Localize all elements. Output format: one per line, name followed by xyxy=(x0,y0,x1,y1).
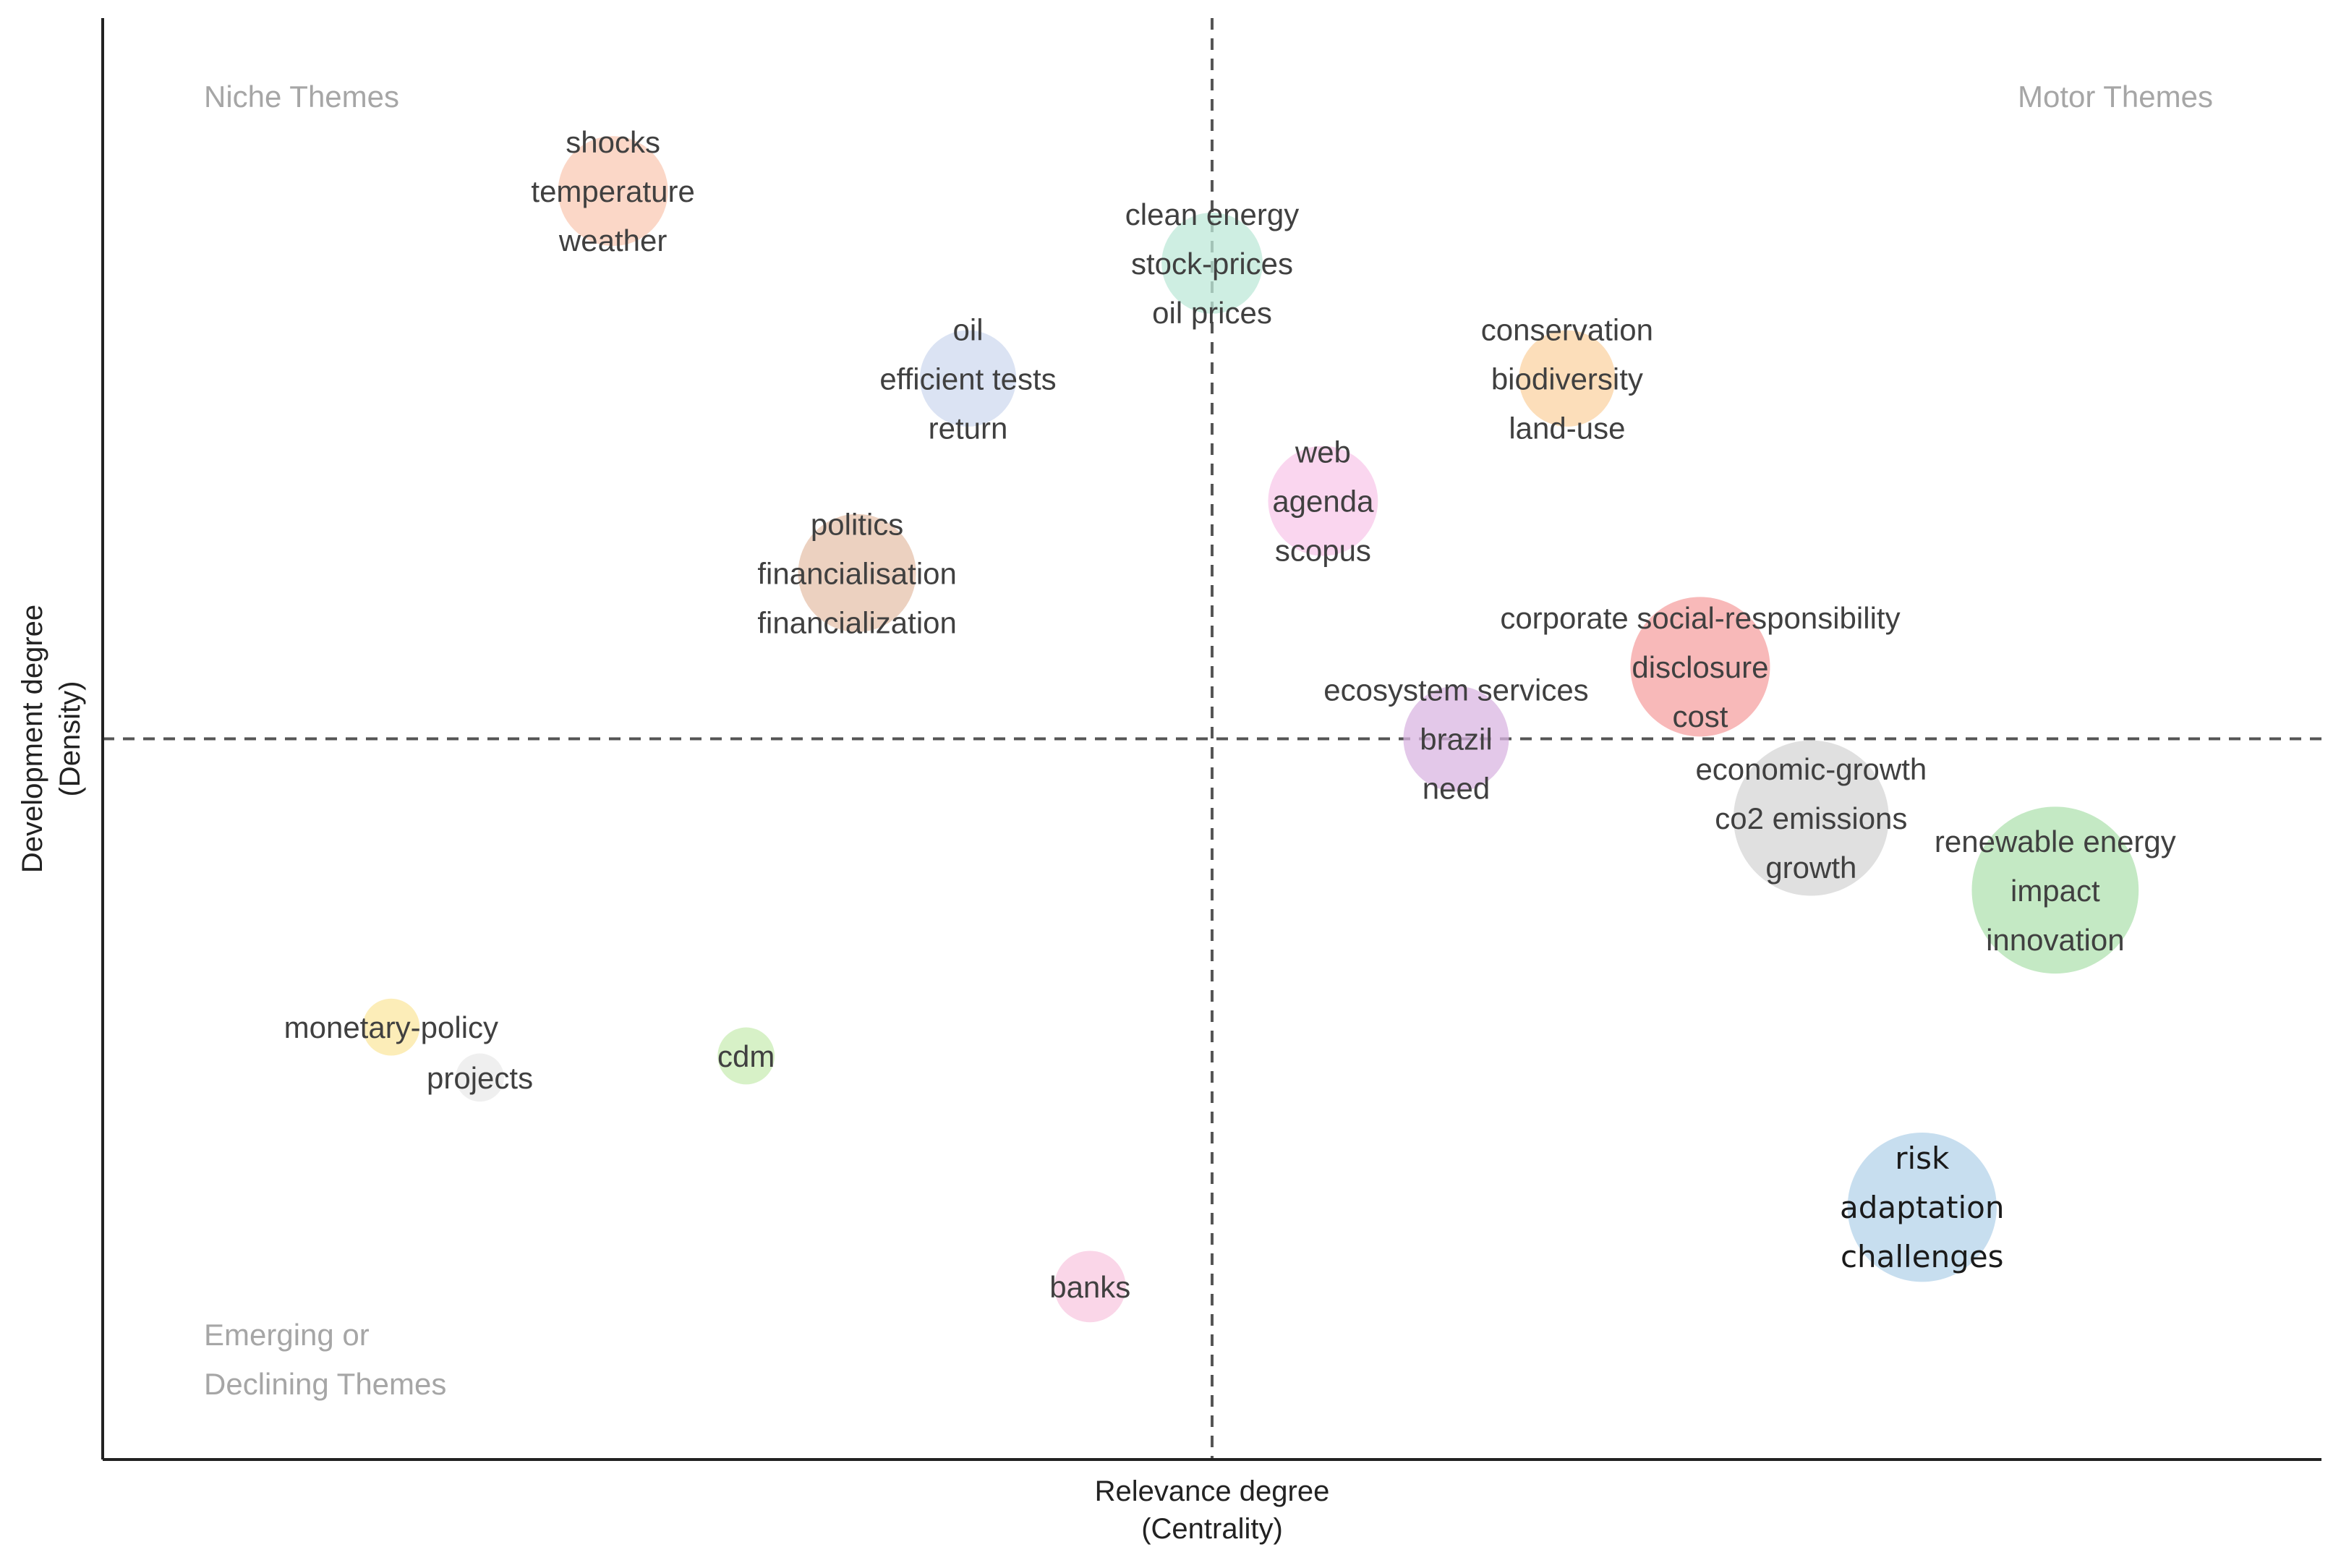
cluster-label-9-3: growth xyxy=(1765,851,1856,885)
cluster-label-8-2: brazil xyxy=(1420,723,1492,757)
bubble-layer xyxy=(362,136,2139,1323)
cluster-label-1-2: temperature xyxy=(531,174,694,208)
cluster-label-5-1: web xyxy=(1295,435,1351,469)
cluster-label-7-3: cost xyxy=(1672,699,1728,733)
cluster-label-7-1: corporate social-responsibility xyxy=(1500,601,1900,635)
cluster-label-1-1: shocks xyxy=(566,125,660,159)
cluster-bubble-13 xyxy=(717,1027,775,1085)
cluster-label-5-3: scopus xyxy=(1275,534,1371,568)
cluster-label-12-1: projects xyxy=(427,1061,533,1095)
cluster-label-14-3: challenges xyxy=(1841,1239,2004,1274)
cluster-label-13-1: cdm xyxy=(717,1039,775,1073)
cluster-label-15-1: banks xyxy=(1049,1270,1130,1304)
cluster-bubble-14 xyxy=(1847,1133,1997,1282)
cluster-bubble-3 xyxy=(919,330,1017,427)
cluster-bubble-6 xyxy=(798,514,916,632)
quadrant-label-emerging: Emerging or Declining Themes xyxy=(204,1318,446,1401)
cluster-label-6-2: financialisation xyxy=(757,556,957,590)
cluster-label-6-3: financialization xyxy=(757,605,957,639)
cluster-label-4-1: conservation xyxy=(1481,312,1653,346)
cluster-bubble-15 xyxy=(1054,1250,1126,1323)
cluster-label-8-3: need xyxy=(1423,772,1490,806)
cluster-label-3-1: oil xyxy=(953,312,984,346)
cluster-label-4-2: biodiversity xyxy=(1491,362,1643,396)
quadrant-label-motor: Motor Themes xyxy=(2018,80,2213,114)
cluster-bubble-5 xyxy=(1268,446,1378,556)
cluster-bubble-11 xyxy=(362,998,420,1056)
cluster-label-9-1: economic-growth xyxy=(1695,752,1927,786)
cluster-label-14-2: adaptation xyxy=(1840,1190,2004,1225)
cluster-bubble-1 xyxy=(558,136,668,247)
cluster-label-11-1: monetary-policy xyxy=(284,1010,498,1044)
cluster-label-2-3: oil prices xyxy=(1152,296,1272,330)
cluster-label-10-1: renewable energy xyxy=(1935,825,2176,858)
cluster-bubble-12 xyxy=(456,1053,504,1102)
cluster-bubble-4 xyxy=(1519,330,1616,427)
cluster-label-5-2: agenda xyxy=(1272,485,1374,519)
cluster-bubble-7 xyxy=(1630,597,1770,737)
cluster-label-6-1: politics xyxy=(811,507,903,541)
quadrant-label-niche: Niche Themes xyxy=(204,80,399,114)
cluster-label-4-3: land-use xyxy=(1509,411,1625,445)
cluster-label-2-2: stock-prices xyxy=(1131,247,1293,281)
cluster-label-1-3: weather xyxy=(558,223,667,257)
cluster-label-10-3: innovation xyxy=(1986,923,2124,957)
cluster-label-3-3: return xyxy=(929,411,1008,445)
cluster-bubble-10 xyxy=(1971,806,2139,974)
cluster-bubble-2 xyxy=(1161,212,1263,314)
x-axis-title: Relevance degree (Centrality) xyxy=(1095,1475,1330,1545)
cluster-bubble-8 xyxy=(1403,686,1509,792)
cluster-label-8-1: ecosystem services xyxy=(1323,673,1588,707)
cluster-label-9-2: co2 emissions xyxy=(1715,801,1907,835)
label-layer: shocks temperature weather clean energy stoc… xyxy=(284,125,2176,1304)
cluster-label-3-2: efficient tests xyxy=(879,362,1056,396)
cluster-label-14-1: risk xyxy=(1895,1141,1950,1176)
cluster-label-10-2: impact xyxy=(2010,874,2100,908)
cluster-label-7-2: disclosure xyxy=(1632,650,1768,684)
y-axis-title: Development degree (Density) xyxy=(17,605,86,873)
cluster-bubble-9 xyxy=(1733,740,1889,896)
cluster-label-2-1: clean energy xyxy=(1125,197,1300,231)
